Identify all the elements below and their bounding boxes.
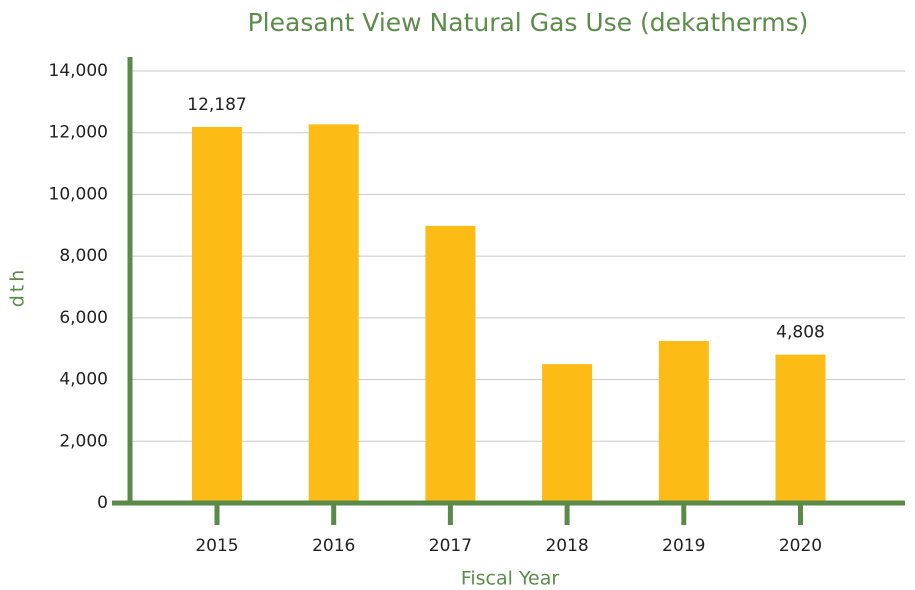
y-tick-label: 14,000 [49, 61, 108, 81]
y-tick-label: 4,000 [59, 370, 108, 390]
bar [658, 341, 709, 503]
bar [425, 225, 476, 503]
y-axis-title: dth [7, 267, 29, 308]
data-label: 12,187 [187, 95, 246, 115]
x-tick-label: 2016 [312, 536, 355, 556]
data-label: 4,808 [776, 323, 825, 343]
y-tick-label: 12,000 [49, 123, 108, 143]
y-tick-label: 6,000 [59, 308, 108, 328]
bar [542, 364, 593, 503]
y-tick-label: 2,000 [59, 431, 108, 451]
x-tick-label: 2019 [662, 536, 705, 556]
chart-title: Pleasant View Natural Gas Use (dekatherm… [248, 8, 809, 37]
x-tick-label: 2017 [429, 536, 472, 556]
bar [775, 354, 826, 503]
x-tick-label: 2015 [195, 536, 238, 556]
x-tick-label: 2020 [779, 536, 822, 556]
y-tick-label: 0 [97, 493, 108, 513]
x-tick-label: 2018 [545, 536, 588, 556]
y-tick-label: 10,000 [49, 184, 108, 204]
bar [308, 124, 359, 503]
bar [192, 126, 242, 503]
x-axis-title: Fiscal Year [461, 568, 560, 590]
y-tick-label: 8,000 [59, 246, 108, 266]
